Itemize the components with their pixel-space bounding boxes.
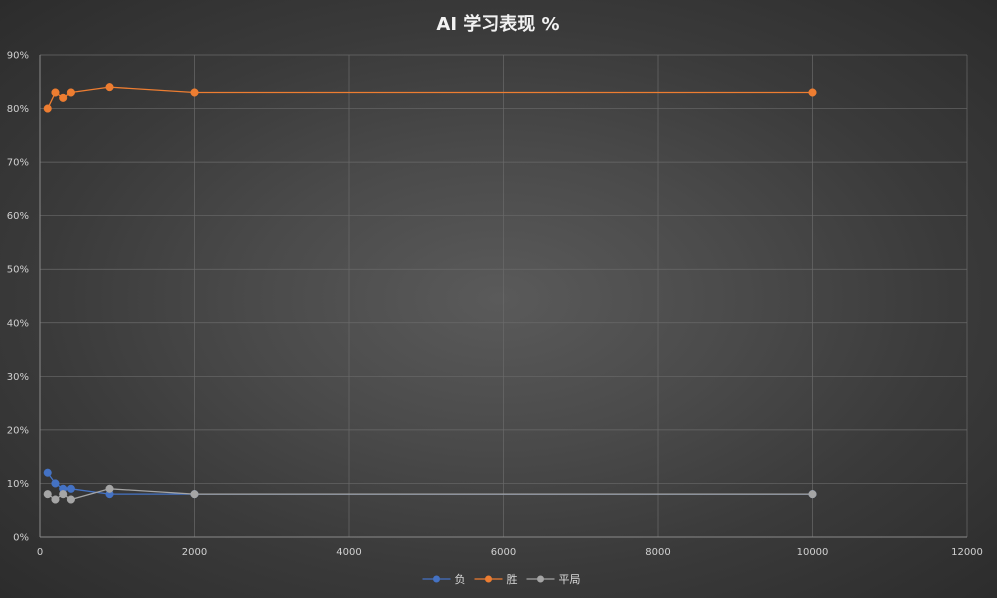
legend-item: 负 — [422, 572, 466, 586]
data-point — [51, 495, 60, 504]
legend-label: 负 — [455, 572, 466, 586]
series-2 — [43, 484, 817, 504]
data-point — [43, 104, 52, 113]
data-point — [43, 468, 52, 477]
legend: 负 胜 平局 — [422, 572, 581, 586]
data-point — [66, 88, 75, 97]
data-point — [808, 88, 817, 97]
legend-marker — [537, 575, 544, 583]
y-tick-label: 80% — [7, 104, 29, 115]
legend-marker — [485, 575, 492, 583]
y-tick-label: 20% — [7, 425, 29, 436]
data-point — [808, 490, 817, 499]
y-tick-label: 60% — [7, 211, 29, 222]
data-point — [43, 490, 52, 499]
y-tick-label: 90% — [7, 51, 29, 62]
y-tick-label: 40% — [7, 318, 29, 329]
x-tick-label: 0 — [37, 547, 43, 558]
chart-title: AI 学习表现 % — [436, 13, 559, 35]
y-tick-label: 10% — [7, 479, 29, 490]
legend-item: 平局 — [526, 573, 581, 586]
legend-item: 胜 — [474, 572, 518, 586]
legend-label: 平局 — [559, 573, 581, 586]
series-line — [47, 86, 813, 109]
data-point — [59, 490, 68, 499]
series-group — [43, 83, 817, 504]
grid — [39, 54, 968, 538]
legend-marker — [433, 575, 440, 583]
x-tick-label: 12000 — [951, 547, 983, 558]
y-tick-label: 30% — [7, 372, 29, 383]
y-tick-label: 50% — [7, 265, 29, 276]
x-tick-label: 8000 — [645, 547, 670, 558]
data-point — [190, 88, 199, 97]
axes: 0% 10% 20% 30% 40% 50% 60% 70% 80% 90% 0 2000 4000 60… — [7, 51, 983, 559]
data-point — [105, 83, 114, 92]
y-tick-label: 0% — [13, 533, 29, 544]
data-point — [51, 88, 60, 97]
x-tick-label: 6000 — [491, 547, 516, 558]
data-point — [66, 484, 75, 493]
legend-label: 胜 — [507, 572, 518, 586]
data-point — [51, 479, 60, 488]
data-point — [190, 490, 199, 499]
data-point — [105, 484, 114, 493]
x-tick-label: 4000 — [336, 547, 361, 558]
data-point — [66, 495, 75, 504]
series-1 — [43, 83, 817, 113]
x-tick-label: 2000 — [182, 547, 207, 558]
data-point — [59, 93, 68, 102]
y-tick-label: 70% — [7, 158, 29, 169]
x-tick-label: 10000 — [797, 547, 829, 558]
